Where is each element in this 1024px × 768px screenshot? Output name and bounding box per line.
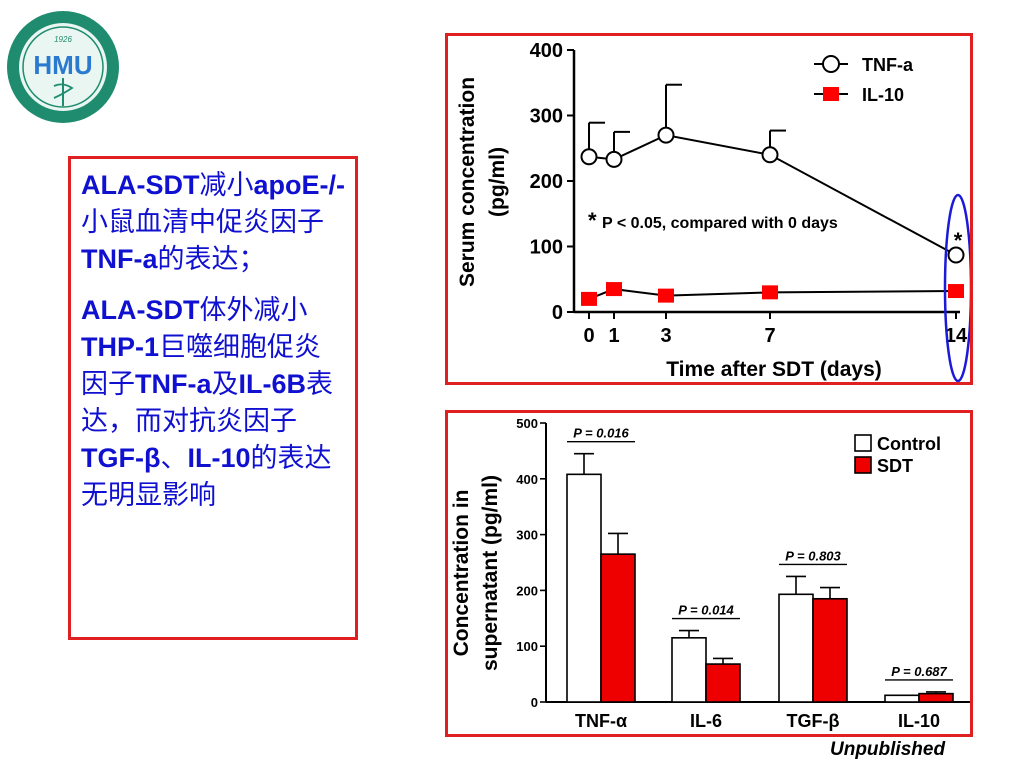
- text-segment: 的表达无明显影响: [81, 443, 332, 510]
- x-tick-label: 7: [764, 325, 775, 347]
- data-point-tnf: [761, 146, 779, 164]
- text-segment: 、: [160, 443, 188, 473]
- y-axis-label: supernatant (pg/ml): [479, 475, 502, 671]
- y-tick-label: 100: [516, 639, 538, 654]
- pvalue-label: P = 0.016: [573, 426, 629, 441]
- pvalue-label: P = 0.803: [785, 548, 841, 563]
- pvalue-label: P = 0.687: [891, 664, 947, 679]
- unpublished-note: Unpublished: [830, 739, 946, 760]
- data-point-il10: [606, 282, 622, 297]
- y-tick-label: 300: [516, 528, 538, 543]
- data-point-il10: [762, 285, 778, 300]
- legend-swatch: [854, 456, 872, 474]
- y-tick-label: 300: [530, 106, 563, 128]
- y-tick-label: 200: [516, 583, 538, 598]
- y-axis-label: (pg/ml): [486, 147, 509, 217]
- text-segment: ALA-SDT: [81, 170, 200, 200]
- x-tick-label: 3: [660, 325, 671, 347]
- y-tick-label: 0: [531, 695, 538, 710]
- annotation-star: *: [588, 208, 597, 233]
- data-point-il10: [948, 284, 964, 299]
- text-segment: ALA-SDT: [81, 295, 200, 325]
- text-segment: 及: [211, 369, 239, 399]
- logo-year: 1926: [54, 35, 72, 44]
- serum-concentration-chart-panel: 0 100 200 300 400 0 1 3 7 14 Time after SDT (days)…: [445, 33, 973, 385]
- legend-marker: [823, 87, 839, 101]
- data-point-il10: [581, 291, 597, 306]
- y-tick-label: 400: [516, 472, 538, 487]
- text-segment: 体外减小: [199, 295, 308, 325]
- bar-control: [778, 593, 814, 703]
- text-segment: IL-10: [187, 443, 251, 473]
- x-tick-label: IL-10: [898, 711, 940, 731]
- significance-star: *: [954, 228, 963, 253]
- text-segment: IL-6B: [238, 369, 307, 399]
- data-point-tnf: [580, 148, 598, 166]
- y-tick-label: 0: [552, 302, 563, 324]
- data-point-tnf: [657, 126, 675, 144]
- logo-text: HMU: [33, 50, 92, 80]
- text-segment: apoE-/-: [253, 170, 345, 200]
- x-tick-label: 0: [583, 325, 594, 347]
- supernatant-concentration-bar-chart: 0 100 200 300 400 500 Concentration in supernat…: [450, 416, 970, 731]
- x-tick-label: 1: [608, 325, 619, 347]
- x-tick-label: IL-6: [690, 711, 722, 731]
- text-segment: TNF-a: [81, 244, 158, 274]
- legend-marker: [822, 55, 840, 73]
- text-segment: THP-1: [81, 332, 160, 362]
- legend-label: Control: [877, 434, 941, 454]
- legend-label: TNF-a: [862, 55, 914, 75]
- legend-swatch: [854, 434, 872, 452]
- supernatant-concentration-chart-panel: 0 100 200 300 400 500 Concentration in supernat…: [445, 410, 973, 737]
- text-segment: 减小: [199, 170, 254, 200]
- y-axis-label: Serum concentration: [456, 77, 479, 287]
- legend-label: IL-10: [862, 85, 904, 105]
- text-segment: 小鼠血清中促炎因子: [81, 207, 324, 237]
- data-point-tnf: [605, 150, 623, 168]
- bar-sdt: [812, 597, 848, 703]
- pvalue-label: P = 0.014: [678, 603, 734, 618]
- bar-control: [566, 473, 602, 703]
- x-tick-label: 14: [945, 325, 968, 347]
- text-segment: TNF-a: [135, 369, 212, 399]
- bar-control: [884, 694, 920, 703]
- summary-text-box: ALA-SDT减小apoE-/-小鼠血清中促炎因子TNF-a的表达； ALA-S…: [68, 156, 358, 640]
- x-tick-label: TNF-α: [575, 711, 627, 731]
- bar-sdt: [600, 553, 636, 703]
- data-point-il10: [658, 288, 674, 303]
- y-axis-label: Concentration in: [450, 490, 473, 657]
- y-tick-label: 200: [530, 171, 563, 193]
- text-segment: TGF-β: [81, 443, 161, 473]
- legend-label: SDT: [877, 456, 913, 476]
- y-tick-label: 400: [530, 40, 563, 62]
- summary-paragraph-2: ALA-SDT体外减小 THP-1巨噬细胞促炎因子TNF-a及IL-6B表达，而对…: [81, 292, 347, 514]
- y-tick-label: 500: [516, 416, 538, 431]
- annotation-text: P < 0.05, compared with 0 days: [602, 215, 838, 232]
- summary-paragraph-1: ALA-SDT减小apoE-/- 小鼠血清中促炎因子 TNF-a的表达；: [81, 167, 347, 278]
- university-logo: 1926 HMU: [7, 11, 119, 123]
- y-tick-label: 100: [530, 237, 563, 259]
- text-segment: 表达，而对抗炎因子: [81, 369, 333, 436]
- bar-sdt: [918, 692, 954, 703]
- bar-control: [671, 637, 707, 703]
- bar-sdt: [705, 663, 741, 703]
- text-segment: 的表达；: [157, 244, 266, 274]
- x-tick-label: TGF-β: [787, 711, 840, 731]
- data-point-tnf: [947, 246, 965, 264]
- x-axis-label: Time after SDT (days): [666, 358, 882, 381]
- text-segment: 巨噬细胞促炎因子: [81, 332, 322, 399]
